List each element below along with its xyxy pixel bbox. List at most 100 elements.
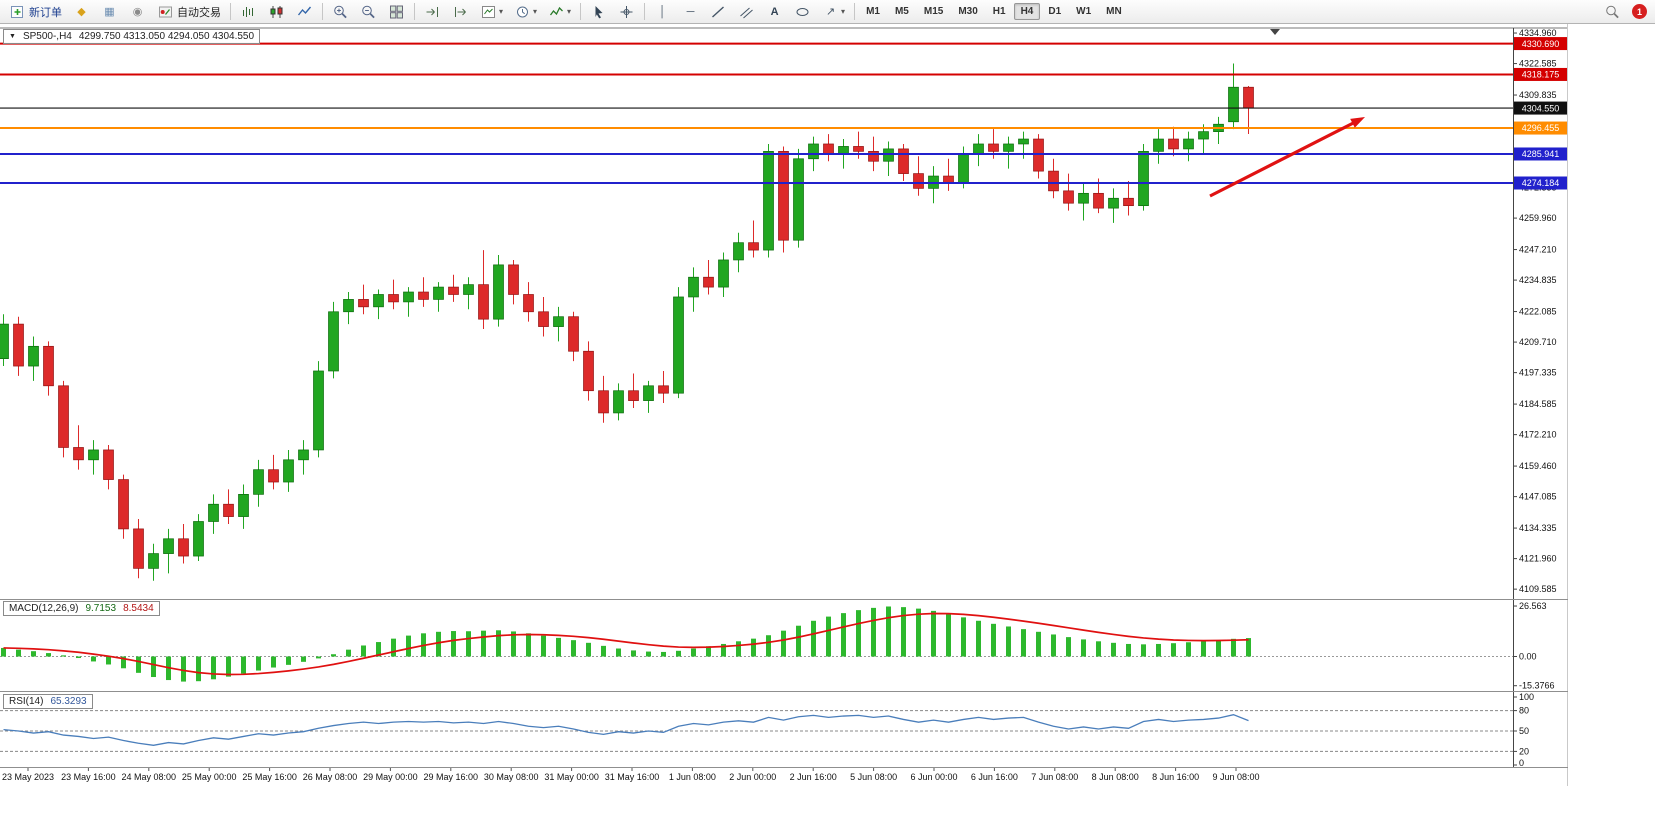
svg-text:26 May 08:00: 26 May 08:00 <box>303 772 358 782</box>
candle-body <box>1003 143 1014 152</box>
vertical-line-tool-button[interactable]: │ <box>649 1 676 22</box>
navigator-button[interactable]: ◉ <box>124 1 151 22</box>
price-axis[interactable] <box>1513 24 1568 767</box>
line-chart-button[interactable] <box>291 1 318 22</box>
search-icon <box>1606 5 1619 18</box>
zoom-in-button[interactable] <box>327 1 354 22</box>
candle-body <box>1138 151 1149 207</box>
chart-shift-icon <box>455 6 466 17</box>
candle-body <box>1198 131 1209 140</box>
candlestick-chart-button[interactable] <box>263 1 290 22</box>
candle-body <box>523 294 534 313</box>
timeframe-m15[interactable]: M15 <box>917 3 950 20</box>
periods-dropdown-button[interactable]: ▾ <box>509 1 542 22</box>
chevron-down-icon: ▾ <box>567 7 572 16</box>
candle-body <box>1063 190 1074 204</box>
channel-tool-button[interactable] <box>733 1 760 22</box>
rsi-label: RSI(14) 65.3293 <box>3 694 93 709</box>
new-order-icon <box>11 5 23 18</box>
cursor-tool-button[interactable] <box>585 1 612 22</box>
notification-badge[interactable]: 1 <box>1632 4 1647 19</box>
panel-separator-rsi[interactable] <box>0 691 1568 692</box>
candle-body <box>403 291 414 303</box>
candle-body <box>478 284 489 320</box>
new-chart-dropdown-button[interactable]: ▾ <box>475 1 508 22</box>
candle-body <box>1183 138 1194 150</box>
panel-separator-macd[interactable] <box>0 599 1568 600</box>
zoom-in-icon <box>334 5 347 18</box>
arrows-tool-button[interactable]: ↗ ▾ <box>817 1 850 22</box>
search-button[interactable] <box>1599 1 1626 22</box>
horizontal-line-tool-button[interactable]: ─ <box>677 1 704 22</box>
price-badge <box>1514 67 1567 81</box>
trendline-icon <box>712 5 725 18</box>
svg-text:50: 50 <box>1519 726 1529 736</box>
crosshair-tool-button[interactable] <box>613 1 640 22</box>
svg-text:7 Jun 08:00: 7 Jun 08:00 <box>1031 772 1078 782</box>
svg-text:4259.960: 4259.960 <box>1519 213 1557 223</box>
shapes-tool-button[interactable] <box>789 1 816 22</box>
equidistant-channel-icon <box>740 7 753 18</box>
crosshair-icon <box>620 5 633 18</box>
horizontal-line-icon: ─ <box>686 5 695 18</box>
candle-body <box>58 385 69 448</box>
rsi-name: RSI(14) <box>9 696 44 707</box>
new-order-button[interactable]: 新订单 <box>4 1 67 22</box>
trendline-tool-button[interactable] <box>705 1 732 22</box>
text-icon: A <box>770 5 779 18</box>
time-axis[interactable] <box>0 767 1513 786</box>
candle-body <box>1243 86 1254 109</box>
indicators-dropdown-button[interactable]: ▾ <box>543 1 576 22</box>
data-window-button[interactable]: ▦ <box>96 1 123 22</box>
text-tool-button[interactable]: A <box>761 1 788 22</box>
timeframe-w1[interactable]: W1 <box>1069 3 1098 20</box>
timeframe-d1[interactable]: D1 <box>1041 3 1068 20</box>
zoom-out-icon <box>362 5 375 18</box>
collapse-arrow-icon[interactable]: ▼ <box>9 33 16 40</box>
chart-window: 4334.9604322.5854309.8354297.3354284.710… <box>0 24 1568 786</box>
candle-body <box>238 494 249 517</box>
price-badge <box>1514 37 1567 51</box>
candle-body <box>988 143 999 152</box>
candle-body <box>328 311 339 372</box>
timeframe-h1[interactable]: H1 <box>986 3 1013 20</box>
svg-text:5 Jun 08:00: 5 Jun 08:00 <box>850 772 897 782</box>
candle-body <box>673 296 684 394</box>
price-badge <box>1514 121 1567 135</box>
candle-body <box>1078 192 1089 204</box>
svg-text:2 Jun 16:00: 2 Jun 16:00 <box>790 772 837 782</box>
chart-shift-button[interactable] <box>447 1 474 22</box>
auto-scroll-button[interactable] <box>419 1 446 22</box>
macd-label: MACD(12,26,9) 9.7153 8.5434 <box>3 601 160 616</box>
clock-icon <box>517 6 529 17</box>
indicators-icon <box>550 6 563 15</box>
svg-text:4330.690: 4330.690 <box>1522 39 1560 49</box>
svg-text:4247.210: 4247.210 <box>1519 245 1557 255</box>
timeframe-h4[interactable]: H4 <box>1013 3 1041 20</box>
candle-body <box>733 242 744 261</box>
candle-body <box>88 449 99 461</box>
candle-body <box>148 553 159 569</box>
zoom-out-button[interactable] <box>355 1 382 22</box>
toolbar-separator <box>854 3 856 20</box>
market-watch-button[interactable]: ◆ <box>68 1 95 22</box>
navigator-icon: ◉ <box>132 5 143 18</box>
candle-body <box>1048 170 1059 192</box>
timeframe-m1[interactable]: M1 <box>859 3 887 20</box>
autotrading-button[interactable]: 自动交易 <box>152 1 226 22</box>
timeframe-m30[interactable]: M30 <box>951 3 984 20</box>
bar-chart-button[interactable] <box>235 1 262 22</box>
candle-body <box>268 469 279 483</box>
candle-body <box>718 259 729 288</box>
tile-windows-button[interactable] <box>383 1 410 22</box>
candle-body <box>628 390 639 401</box>
macd-signal-value: 8.5434 <box>123 603 154 614</box>
timeframe-mn[interactable]: MN <box>1099 3 1129 20</box>
candle-body <box>898 148 909 174</box>
cursor-icon <box>595 5 603 18</box>
timeframe-m5[interactable]: M5 <box>888 3 916 20</box>
candle-body <box>763 151 774 251</box>
panel-separator-timeaxis[interactable] <box>0 767 1568 768</box>
chart-canvas[interactable]: 4334.9604322.5854309.8354297.3354284.710… <box>0 24 1568 786</box>
candle-body <box>223 503 234 517</box>
